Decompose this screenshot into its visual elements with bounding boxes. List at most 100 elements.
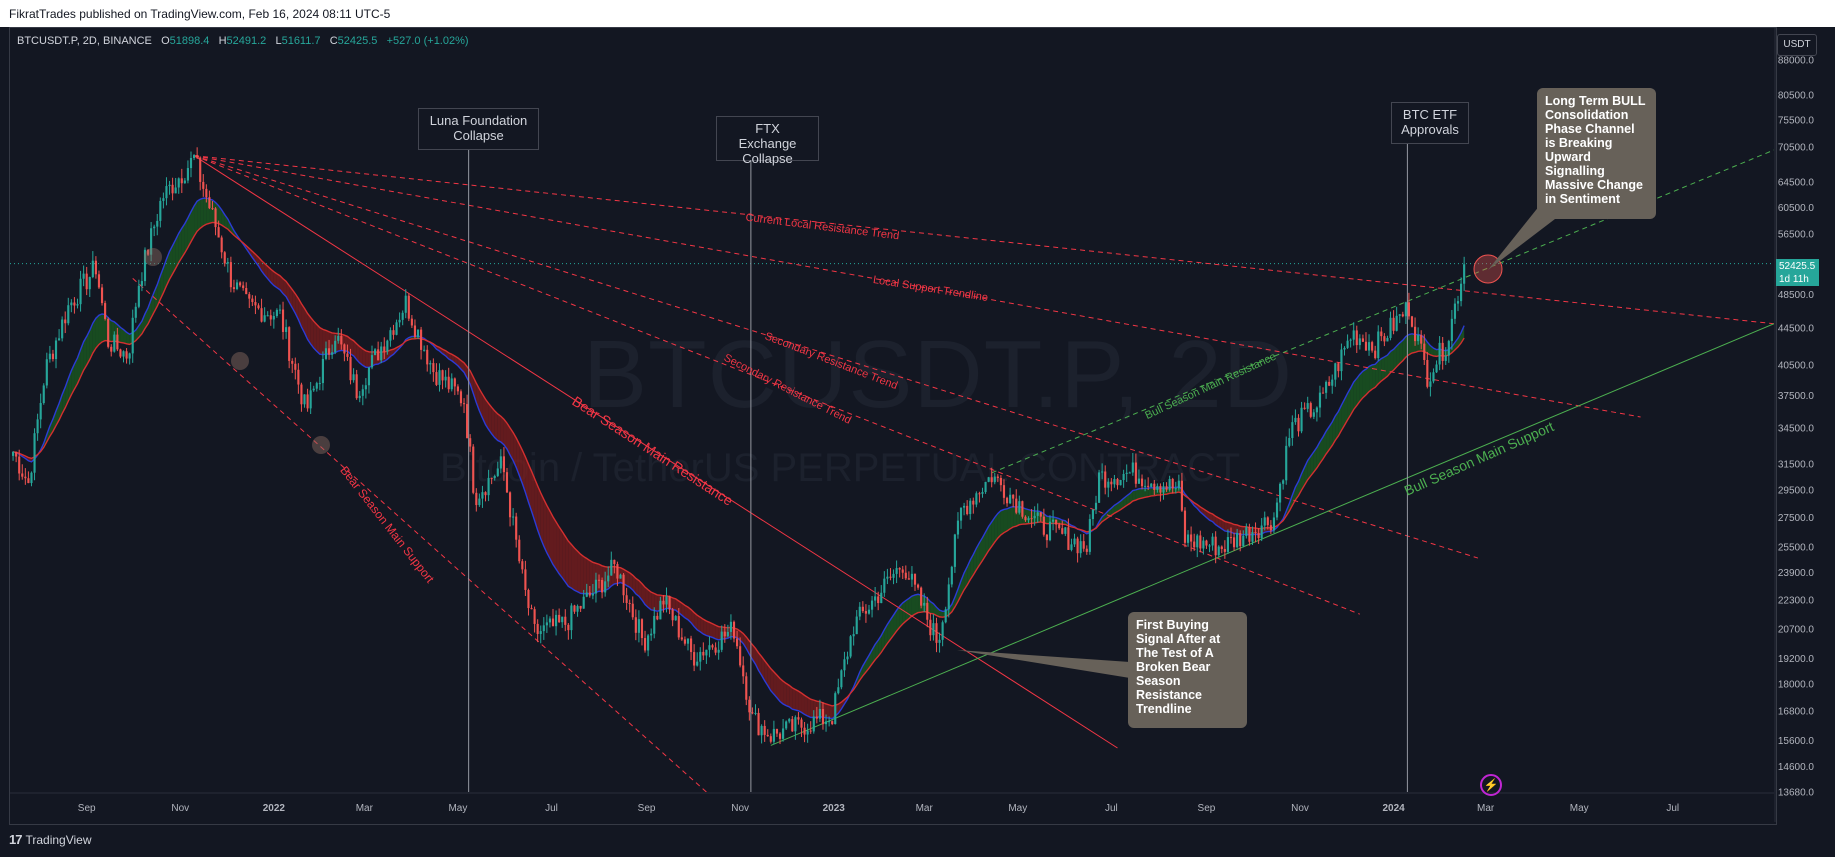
candle-body <box>232 287 236 289</box>
candle-body <box>1279 483 1282 503</box>
candle-body <box>785 721 788 729</box>
first-buy-signal-note[interactable]: First Buying Signal After at The Test of… <box>1128 612 1247 728</box>
ma-ribbon-segment <box>1356 374 1360 406</box>
ma-ribbon-segment <box>184 217 188 253</box>
ma-ribbon-segment <box>273 271 277 288</box>
candle-body <box>1407 302 1411 317</box>
candle-body <box>484 492 487 496</box>
candle-body <box>1294 417 1297 423</box>
ma-ribbon-segment <box>648 589 652 610</box>
candle-body <box>1116 479 1119 486</box>
candle-body <box>726 631 729 637</box>
candle-body <box>389 330 392 341</box>
candle-body <box>1404 302 1407 317</box>
ma-ribbon-segment <box>1310 451 1314 476</box>
ma-ribbon-segment <box>795 689 799 711</box>
candle-body <box>281 309 285 332</box>
candle-body <box>462 403 466 405</box>
symbol-ohlc-bar: BTCUSDT.P, 2D, BINANCE O51898.4 H52491.2… <box>17 35 469 47</box>
ma-ribbon-segment <box>304 308 308 340</box>
candle-body <box>963 505 966 508</box>
ma-ribbon-segment <box>973 548 977 576</box>
ma-ribbon-segment <box>715 625 719 640</box>
candle-body <box>1275 502 1279 518</box>
candle-body <box>300 384 303 405</box>
symbol-name[interactable]: BTCUSDT.P, 2D, BINANCE <box>17 35 152 47</box>
ma-ribbon-segment <box>267 266 271 283</box>
chart-frame[interactable] <box>9 27 1777 825</box>
pivot-marker <box>144 248 162 266</box>
candle-body <box>1429 381 1432 387</box>
ma-ribbon-segment <box>172 239 176 274</box>
candle-body <box>392 330 395 335</box>
time-tick-label: Sep <box>638 803 656 814</box>
candle-body <box>901 569 904 573</box>
candle-body <box>1245 527 1248 536</box>
candle-body <box>217 227 220 238</box>
candle-body <box>564 616 567 625</box>
ma-ribbon-segment <box>988 521 992 551</box>
ma-ribbon-segment <box>166 251 170 286</box>
candle-body <box>797 717 800 720</box>
candle-body <box>806 730 809 735</box>
luna-callout[interactable]: Luna Foundation Collapse <box>418 108 539 150</box>
candle-body <box>1223 549 1226 552</box>
footer-brand[interactable]: TradingView <box>25 832 92 847</box>
price-tick-label: 16800.0 <box>1778 707 1815 718</box>
candle-body <box>643 638 647 651</box>
candle-body <box>1352 330 1355 340</box>
bull-breakout-note[interactable]: Long Term BULL Consolidation Phase Chann… <box>1537 88 1656 219</box>
ma-ribbon-segment <box>773 671 777 698</box>
price-tick-label: 14600.0 <box>1778 762 1815 773</box>
change-value: +527.0 (+1.02%) <box>386 35 469 47</box>
candle-body <box>156 220 159 227</box>
ma-ribbon-segment <box>1399 340 1403 364</box>
candle-body <box>285 327 288 332</box>
candle-body <box>18 456 21 474</box>
candle-body <box>407 295 410 319</box>
candle-body <box>1193 541 1196 548</box>
candle-body <box>917 584 920 588</box>
ma-ribbon-segment <box>292 289 296 314</box>
candle-body <box>343 344 346 354</box>
trendline-label: Bull Season Main Resistance <box>1143 351 1278 422</box>
candle-body <box>558 614 561 623</box>
etf-callout[interactable]: BTC ETF Approvals <box>1391 102 1469 144</box>
ma-ribbon-segment <box>522 450 526 493</box>
candle-body <box>1377 331 1380 359</box>
ma-ribbon-segment <box>283 278 287 297</box>
ma-ribbon-segment <box>890 615 894 640</box>
candle-body <box>539 631 542 634</box>
ma-ribbon-segment <box>1240 526 1244 535</box>
ma-ribbon-segment <box>534 478 538 531</box>
candle-body <box>1251 532 1254 542</box>
currency-button[interactable]: USDT <box>1777 34 1817 56</box>
candle-body <box>772 728 775 742</box>
price-tick-label: 15600.0 <box>1778 736 1815 747</box>
candle-body <box>291 360 294 364</box>
price-tick-label: 20700.0 <box>1778 625 1815 636</box>
candle-body <box>168 184 171 187</box>
candle-body <box>1177 480 1180 489</box>
candle-body <box>398 319 401 323</box>
lightning-icon[interactable]: ⚡ <box>1480 774 1502 796</box>
candle-body <box>263 315 266 322</box>
ma-ribbon-segment <box>83 336 87 371</box>
candle-body <box>938 639 941 643</box>
candle-body <box>153 226 156 229</box>
candle-body <box>775 728 779 734</box>
candle-body <box>438 370 441 385</box>
candle-body <box>950 566 953 585</box>
candle-body <box>1334 363 1337 380</box>
trendline-label: Bull Season Main Support <box>1402 418 1556 499</box>
ma-ribbon-segment <box>589 560 593 594</box>
candle-body <box>1242 535 1245 547</box>
candle-body <box>426 349 429 365</box>
candle-body <box>1156 485 1159 491</box>
ma-ribbon-segment <box>562 531 566 582</box>
ftx-callout[interactable]: FTX Exchange Collapse <box>716 116 819 166</box>
candle-body <box>386 340 389 352</box>
price-tick-label: 40500.0 <box>1778 361 1815 372</box>
candle-body <box>211 208 214 210</box>
